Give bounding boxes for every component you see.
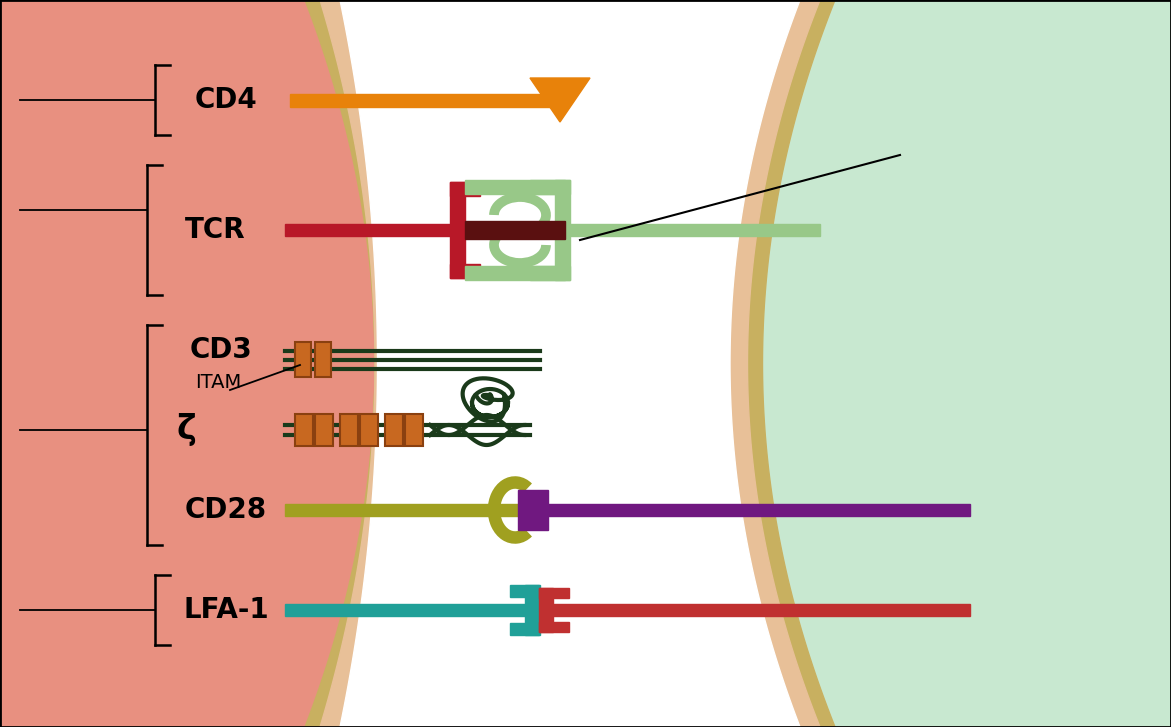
Bar (450, 182, 480, 196)
Text: CD4: CD4 (196, 86, 258, 114)
Bar (285, 504, 530, 516)
Bar (385, 414, 403, 446)
Bar (545, 504, 970, 516)
Polygon shape (730, 0, 820, 727)
Bar (530, 180, 570, 194)
Text: LFA-1: LFA-1 (183, 596, 268, 624)
Polygon shape (530, 78, 590, 122)
Polygon shape (762, 0, 1171, 727)
Bar (465, 266, 564, 280)
Text: TCR: TCR (185, 216, 246, 244)
Bar (0, 0, 290, 727)
Bar (539, 622, 569, 632)
Bar (285, 224, 460, 236)
Bar (465, 180, 564, 194)
Bar (530, 266, 570, 280)
Bar (525, 585, 539, 635)
Text: CD28: CD28 (185, 496, 267, 524)
Bar (539, 588, 553, 632)
Polygon shape (340, 0, 800, 727)
Bar (465, 221, 564, 239)
Bar (315, 414, 333, 446)
Bar (539, 588, 569, 598)
Bar (359, 414, 378, 446)
Bar (511, 623, 540, 635)
Bar (518, 490, 548, 530)
Bar (285, 604, 525, 616)
Bar (564, 224, 820, 236)
Bar (295, 414, 313, 446)
Polygon shape (747, 0, 835, 727)
Bar (450, 182, 465, 278)
Bar (830, 0, 1171, 727)
Bar (315, 342, 331, 377)
Bar (295, 342, 311, 377)
Bar (511, 585, 540, 597)
Bar (555, 180, 570, 280)
Bar (450, 264, 480, 278)
Bar (290, 94, 560, 106)
Bar (552, 604, 970, 616)
Text: ITAM: ITAM (196, 372, 241, 392)
Bar (340, 414, 358, 446)
Polygon shape (304, 0, 375, 727)
Text: CD3: CD3 (190, 336, 253, 364)
Text: ζ: ζ (177, 414, 197, 446)
Bar (405, 414, 423, 446)
Polygon shape (320, 0, 377, 727)
Polygon shape (0, 0, 375, 727)
